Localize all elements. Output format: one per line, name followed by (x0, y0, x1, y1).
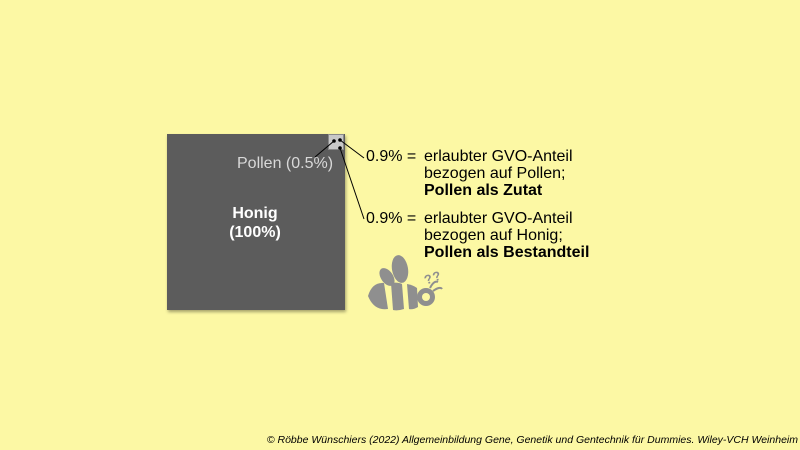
connector-dot-2 (338, 138, 342, 142)
bee-icon (368, 255, 443, 311)
note-1-line2: bezogen auf Pollen; (424, 165, 566, 182)
note-2-percent: 0.9% = (366, 210, 417, 227)
honey-label: Honig (100%) (205, 204, 305, 242)
note-1-line3: Pollen als Zutat (424, 182, 543, 199)
connector-dot-1 (332, 139, 336, 143)
honey-label-name: Honig (232, 205, 278, 222)
pollen-square (328, 134, 344, 150)
connector-dot-3 (338, 146, 342, 150)
note-2-line2: bezogen auf Honig; (424, 227, 563, 244)
note-1-line1: erlaubter GVO-Anteil (424, 148, 573, 165)
pollen-label: Pollen (0.5%) (237, 155, 334, 172)
note-2-line1: erlaubter GVO-Anteil (424, 210, 573, 227)
honey-label-percent: (100%) (229, 224, 281, 241)
connector-note-1 (339, 139, 365, 159)
connector-pollen-label (314, 140, 335, 158)
note-1-percent: 0.9% = (366, 148, 417, 165)
connector-note-2 (339, 147, 365, 220)
copyright-notice: © Röbbe Wünschiers (2022) Allgemeinbildu… (266, 434, 798, 446)
honey-square (167, 134, 345, 310)
note-2-line3: Pollen als Bestandteil (424, 244, 590, 261)
